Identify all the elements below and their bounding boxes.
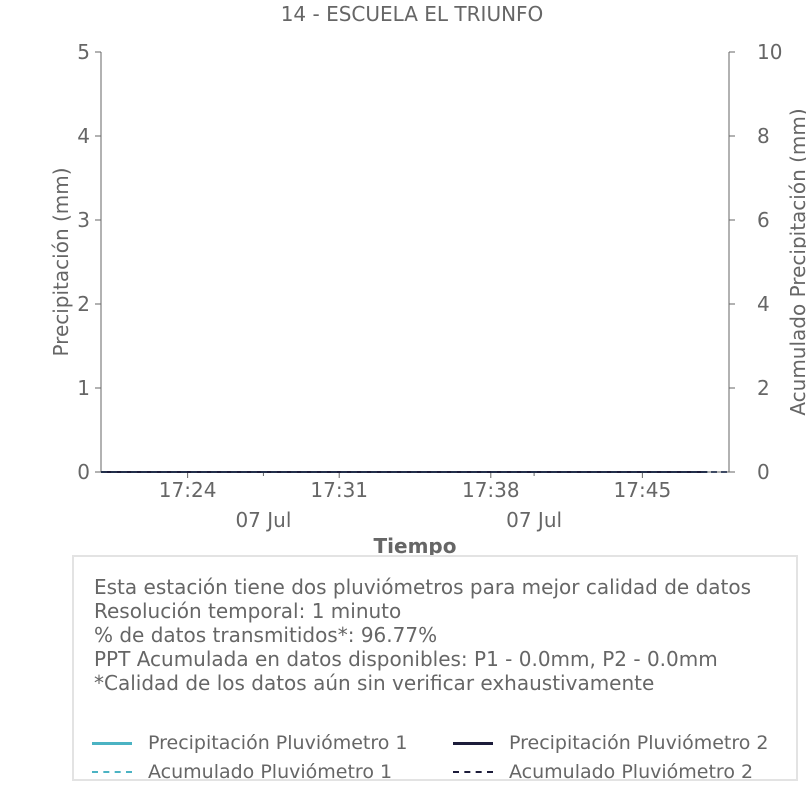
- x-date-label: 07 Jul: [235, 508, 291, 532]
- y2-tick-label: 4: [757, 292, 770, 316]
- y2-tick-label: 10: [757, 40, 782, 64]
- x-tick-label: 17:38: [462, 478, 520, 502]
- x-axis-label: Tiempo: [374, 534, 457, 558]
- chart-axes: 0 1 2 3 4 5 0 2 4 6 8 10 17:24 17:31 17:38 17:45 07 Jul 0…: [77, 40, 782, 532]
- legend-item: Acumulado Pluviómetro 2: [453, 760, 753, 784]
- y-tick-label: 2: [77, 292, 90, 316]
- legend-swatch: [453, 771, 493, 773]
- chart-title: 14 - ESCUELA EL TRIUNFO: [281, 2, 544, 26]
- y2-tick-label: 0: [757, 460, 770, 484]
- legend-swatch: [92, 771, 132, 773]
- info-line-dual-gauge: Esta estación tiene dos pluviómetros par…: [94, 575, 752, 599]
- y2-tick-label: 6: [757, 208, 770, 232]
- legend-item: Precipitación Pluviómetro 1: [92, 731, 408, 755]
- y2-tick-label: 8: [757, 124, 770, 148]
- info-line-accumulated: PPT Acumulada en datos disponibles: P1 -…: [94, 647, 718, 671]
- legend-label: Acumulado Pluviómetro 2: [509, 761, 754, 783]
- x-date-label: 07 Jul: [506, 508, 562, 532]
- x-tick-label: 17:24: [159, 478, 217, 502]
- station-info: Esta estación tiene dos pluviómetros par…: [94, 575, 751, 695]
- info-line-transmitted: % de datos transmitidos*: 96.77%: [94, 623, 438, 647]
- y2-tick-label: 2: [757, 376, 770, 400]
- legend-swatch: [453, 741, 493, 745]
- x-tick-label: 17:31: [310, 478, 368, 502]
- y-axis-label: Precipitación (mm): [49, 167, 73, 356]
- legend-item: Acumulado Pluviómetro 1: [92, 760, 392, 784]
- info-line-resolution: Resolución temporal: 1 minuto: [94, 599, 402, 623]
- y-tick-label: 1: [77, 376, 90, 400]
- legend-swatch: [92, 741, 132, 745]
- y-tick-label: 3: [77, 208, 90, 232]
- y2-axis-label: Acumulado Precipitación (mm): [786, 108, 806, 415]
- legend-label: Precipitación Pluviómetro 2: [509, 732, 769, 754]
- y-tick-label: 4: [77, 124, 90, 148]
- info-line-quality-note: *Calidad de los datos aún sin verificar …: [94, 671, 655, 695]
- precipitation-chart: 14 - ESCUELA EL TRIUNFO 0 1 2 3 4 5 0 2 4 6 8 10 17:…: [49, 2, 806, 558]
- x-tick-label: 17:45: [614, 478, 672, 502]
- legend-item: Precipitación Pluviómetro 2: [453, 731, 769, 755]
- y-tick-label: 0: [77, 460, 90, 484]
- legend-label: Precipitación Pluviómetro 1: [148, 732, 408, 754]
- info-legend-box: Esta estación tiene dos pluviómetros par…: [72, 555, 798, 784]
- legend-label: Acumulado Pluviómetro 1: [148, 761, 393, 783]
- y-tick-label: 5: [77, 40, 90, 64]
